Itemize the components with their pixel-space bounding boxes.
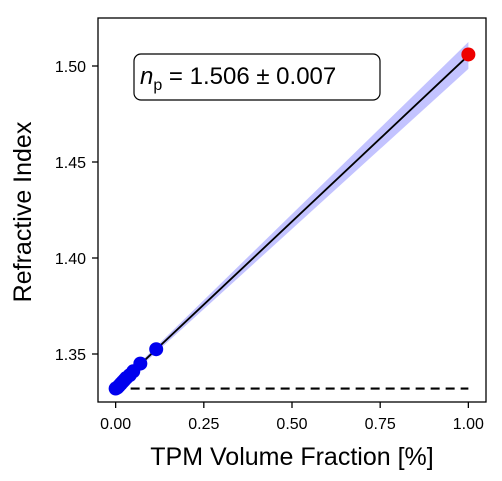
x-tick-label: 0.00 <box>100 416 131 433</box>
fit-line <box>115 54 469 389</box>
y-axis-title: Refractive Index <box>9 121 37 302</box>
x-axis-title: TPM Volume Fraction [%] <box>150 443 433 471</box>
x-tick-label: 1.00 <box>453 416 484 433</box>
x-tick-label: 0.75 <box>365 416 396 433</box>
data-point-1-0 <box>461 47 476 62</box>
annotation-symbol: n <box>140 63 153 90</box>
confidence-band-layer <box>115 42 469 390</box>
annotation-box: np = 1.506 ± 0.007 <box>133 53 381 101</box>
annotation-text: np = 1.506 ± 0.007 <box>140 63 336 94</box>
data-points-layer <box>108 47 476 396</box>
x-tick-label: 0.25 <box>188 416 219 433</box>
y-axis: 1.35 1.40 1.45 1.50 <box>55 59 98 364</box>
annotation-frame <box>133 53 381 101</box>
annotation-subscript: p <box>153 77 162 94</box>
annotation-value: = 1.506 ± 0.007 <box>162 63 336 90</box>
y-tick-label: 1.45 <box>55 155 86 172</box>
confidence-band <box>115 42 469 390</box>
y-tick-label: 1.50 <box>55 59 86 76</box>
data-point-0-9 <box>133 356 148 371</box>
x-tick-label: 0.50 <box>276 416 307 433</box>
data-point-0-10 <box>149 342 164 357</box>
y-tick-label: 1.35 <box>55 347 86 364</box>
x-axis: 0.00 0.25 0.50 0.75 1.00 <box>100 402 484 433</box>
fit-line-layer <box>115 54 469 389</box>
y-tick-label: 1.40 <box>55 251 86 268</box>
